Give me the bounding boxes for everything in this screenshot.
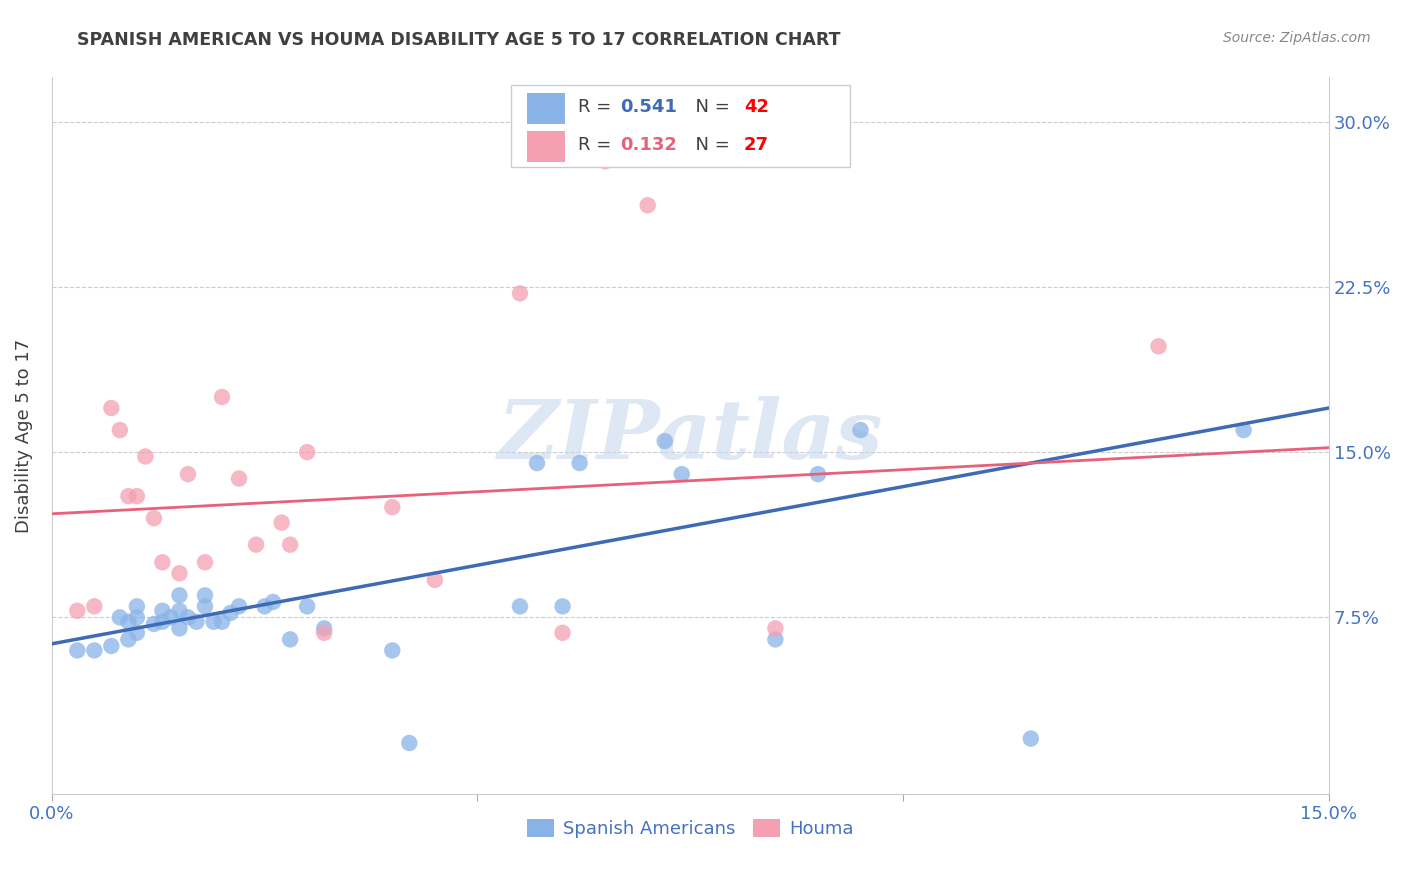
Point [270, 516, 292, 530]
Point [551, 625, 574, 640]
Text: SPANISH AMERICAN VS HOUMA DISABILITY AGE 5 TO 17 CORRELATION CHART: SPANISH AMERICAN VS HOUMA DISABILITY AGE… [77, 31, 841, 49]
Point [125, 599, 148, 614]
Text: N =: N = [683, 136, 735, 153]
Point [194, 599, 217, 614]
Point [509, 286, 531, 301]
Point [1019, 731, 1042, 746]
Text: 0.132: 0.132 [620, 136, 676, 153]
Point [125, 489, 148, 503]
Point [152, 615, 174, 629]
FancyBboxPatch shape [512, 85, 849, 167]
Point [671, 467, 693, 482]
Point [211, 615, 233, 629]
Text: Source: ZipAtlas.com: Source: ZipAtlas.com [1223, 31, 1371, 45]
Point [108, 610, 131, 624]
Point [169, 566, 191, 581]
Point [228, 599, 250, 614]
Point [100, 639, 122, 653]
Point [295, 599, 318, 614]
Point [278, 538, 301, 552]
Point [398, 736, 420, 750]
Text: R =: R = [578, 98, 617, 116]
Point [194, 555, 217, 569]
Point [117, 632, 139, 647]
Text: 27: 27 [744, 136, 769, 153]
Point [568, 456, 591, 470]
Point [262, 595, 284, 609]
Point [152, 555, 174, 569]
Point [169, 588, 191, 602]
Text: 42: 42 [744, 98, 769, 116]
Point [117, 489, 139, 503]
Point [117, 615, 139, 629]
Point [160, 610, 183, 624]
Point [253, 599, 276, 614]
Point [1233, 423, 1256, 437]
Point [381, 643, 404, 657]
Point [807, 467, 830, 482]
Point [763, 632, 786, 647]
Bar [527, 130, 565, 162]
Point [314, 625, 336, 640]
Point [177, 467, 200, 482]
Point [108, 423, 131, 437]
Text: ZIPatlas: ZIPatlas [498, 395, 883, 475]
Point [186, 615, 208, 629]
Point [66, 643, 89, 657]
Text: R =: R = [578, 136, 617, 153]
Point [125, 610, 148, 624]
Point [637, 198, 659, 212]
Point [219, 606, 242, 620]
Point [169, 621, 191, 635]
Point [83, 643, 105, 657]
Point [278, 632, 301, 647]
Point [763, 621, 786, 635]
Text: N =: N = [683, 98, 735, 116]
Point [83, 599, 105, 614]
Point [211, 390, 233, 404]
Y-axis label: Disability Age 5 to 17: Disability Age 5 to 17 [15, 338, 32, 533]
Point [526, 456, 548, 470]
Legend: Spanish Americans, Houma: Spanish Americans, Houma [519, 812, 860, 846]
Point [169, 604, 191, 618]
Bar [527, 93, 565, 124]
Point [551, 599, 574, 614]
Point [194, 588, 217, 602]
Point [509, 599, 531, 614]
Point [423, 573, 446, 587]
Point [654, 434, 676, 448]
Point [381, 500, 404, 515]
Point [295, 445, 318, 459]
Point [593, 154, 616, 169]
Point [100, 401, 122, 415]
Point [245, 538, 267, 552]
Text: 0.541: 0.541 [620, 98, 676, 116]
Point [849, 423, 872, 437]
Point [228, 471, 250, 485]
Point [152, 604, 174, 618]
Point [1147, 339, 1170, 353]
Point [202, 615, 225, 629]
Point [125, 625, 148, 640]
Point [142, 617, 165, 632]
Point [142, 511, 165, 525]
Point [177, 610, 200, 624]
Point [314, 621, 336, 635]
Point [134, 450, 156, 464]
Point [66, 604, 89, 618]
